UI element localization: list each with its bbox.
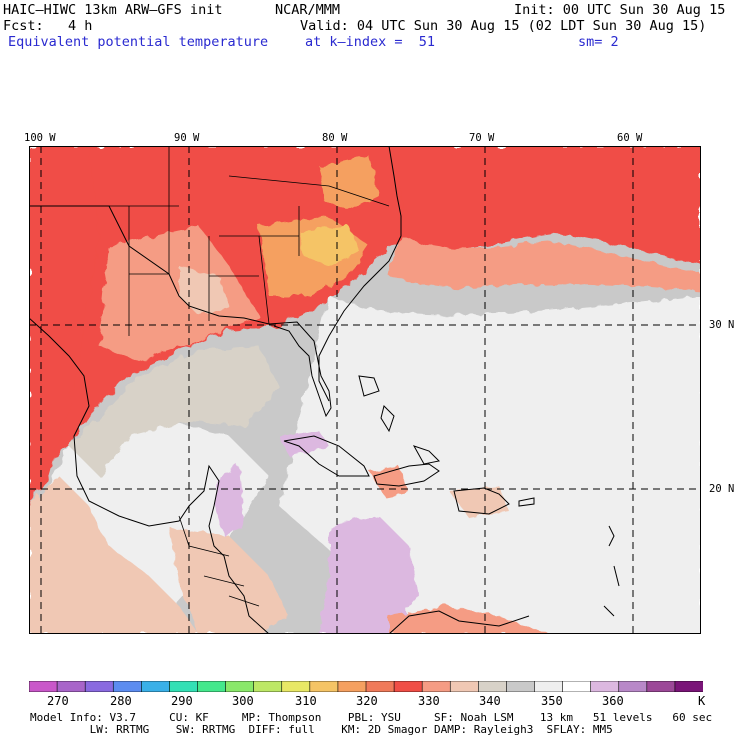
- colorbar-tick-310: 310: [295, 694, 317, 708]
- colorbar-swatch: [84, 681, 114, 692]
- model-title: HAIC–HIWC 13km ARW–GFS init: [3, 2, 223, 18]
- colorbar-swatch: [112, 681, 142, 692]
- colorbar-swatch: [590, 681, 620, 692]
- colorbar-swatch: [253, 681, 283, 692]
- colorbar-swatch: [365, 681, 395, 692]
- colorbar-swatch: [281, 681, 311, 692]
- lat-label-20n: 20 N: [709, 483, 735, 495]
- center-label: NCAR/MMM: [275, 2, 341, 18]
- colorbar-unit: K: [698, 694, 706, 708]
- colorbar-tick-360: 360: [602, 694, 624, 708]
- colorbar-swatch: [56, 681, 86, 692]
- colorbar-swatch: [478, 681, 508, 692]
- colorbar-swatch: [449, 681, 479, 692]
- model-info-line1: Model Info: V3.7 CU: KF MP: Thompson PBL…: [30, 711, 713, 724]
- valid-time: Valid: 04 UTC Sun 30 Aug 15 (02 LDT Sun …: [300, 18, 707, 34]
- colorbar-swatch: [225, 681, 255, 692]
- colorbar-swatch: [169, 681, 199, 692]
- level-index: at k–index = 51: [305, 34, 436, 50]
- colorbar-swatch: [534, 681, 564, 692]
- colorbar-swatch: [141, 681, 171, 692]
- colorbar-tick-340: 340: [479, 694, 501, 708]
- colorbar-swatch: [646, 681, 676, 692]
- lon-label-70w: 70 W: [469, 132, 495, 144]
- graticule: [29, 146, 701, 634]
- model-info-line2: LW: RRTMG SW: RRTMG DIFF: full KM: 2D Sm…: [30, 723, 613, 736]
- lon-label-80w: 80 W: [322, 132, 348, 144]
- init-time: Init: 00 UTC Sun 30 Aug 15: [514, 2, 726, 18]
- colorbar-swatch: [197, 681, 227, 692]
- equivalent-potential-temperature-map: [29, 146, 701, 634]
- colorbar-tick-280: 280: [110, 694, 132, 708]
- lat-label-30n: 30 N: [709, 319, 735, 331]
- smoothing: sm= 2: [578, 34, 619, 50]
- field-name: Equivalent potential temperature: [8, 34, 269, 50]
- colorbar-tick-350: 350: [541, 694, 563, 708]
- colorbar-tick-270: 270: [47, 694, 69, 708]
- colorbar: [29, 681, 703, 692]
- lon-label-60w: 60 W: [617, 132, 643, 144]
- colorbar-swatch: [618, 681, 648, 692]
- colorbar-swatch: [309, 681, 339, 692]
- colorbar-swatch: [506, 681, 536, 692]
- map-frame: [29, 146, 701, 634]
- forecast-hour: Fcst: 4 h: [3, 18, 93, 34]
- shaded-field: [29, 146, 701, 634]
- colorbar-swatch: [29, 681, 58, 692]
- lon-label-100w: 100 W: [24, 132, 56, 144]
- colorbar-swatch: [674, 681, 703, 692]
- colorbar-tick-320: 320: [356, 694, 378, 708]
- colorbar-swatch: [393, 681, 423, 692]
- colorbar-swatch: [562, 681, 592, 692]
- lon-label-90w: 90 W: [174, 132, 200, 144]
- colorbar-tick-330: 330: [418, 694, 440, 708]
- colorbar-tick-290: 290: [171, 694, 193, 708]
- colorbar-tick-300: 300: [232, 694, 254, 708]
- colorbar-swatch: [337, 681, 367, 692]
- colorbar-swatch: [421, 681, 451, 692]
